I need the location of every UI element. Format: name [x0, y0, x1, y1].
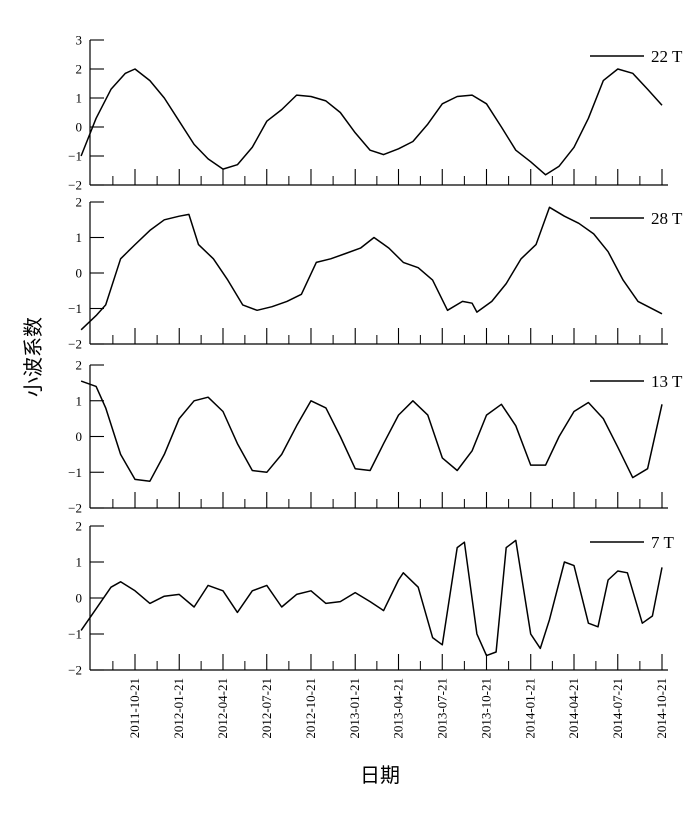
x-tick-label: 2014-10-21 [654, 678, 669, 739]
y-tick-label: −1 [68, 465, 82, 480]
y-tick-label: 0 [76, 429, 83, 444]
x-tick-label: 2012-10-21 [303, 678, 318, 739]
y-tick-label: −1 [68, 627, 82, 642]
y-tick-label: 0 [76, 591, 83, 606]
y-tick-label: 1 [76, 393, 83, 408]
y-tick-label: 0 [76, 120, 83, 135]
legend-label: 28 T [651, 209, 683, 228]
x-axis-title: 日期 [360, 765, 400, 787]
legend-label: 7 T [651, 533, 674, 552]
series-line [80, 380, 663, 482]
y-tick-label: −1 [68, 301, 82, 316]
x-tick-label: 2013-01-21 [347, 678, 362, 739]
x-tick-label: 2013-10-21 [479, 678, 494, 739]
x-tick-label: 2012-07-21 [259, 678, 274, 739]
x-tick-label: 2011-10-21 [127, 678, 142, 738]
y-tick-label: 1 [76, 555, 83, 570]
x-tick-label: 2013-04-21 [391, 678, 406, 739]
x-tick-label: 2014-04-21 [566, 678, 581, 739]
y-tick-label: 2 [76, 62, 83, 77]
y-tick-label: 3 [76, 33, 83, 48]
y-tick-label: −2 [68, 337, 82, 352]
series-line [80, 539, 663, 657]
y-tick-label: 2 [76, 519, 83, 534]
y-tick-label: 0 [76, 266, 83, 281]
y-tick-label: −2 [68, 178, 82, 193]
y-tick-label: 1 [76, 230, 83, 245]
panel-1: −2 −1 0 1 2 3 22 T [68, 33, 683, 193]
x-tick-label: 2012-04-21 [215, 678, 230, 739]
series-line [80, 206, 663, 331]
y-tick-label: 2 [76, 195, 83, 210]
y-tick-label: −2 [68, 501, 82, 516]
y-axis-title: 小波系数 [22, 317, 45, 397]
x-tick-label: 2013-07-21 [434, 678, 449, 739]
panel-2: −2 −1 0 1 2 28 T [68, 195, 683, 352]
legend-label: 22 T [651, 47, 683, 66]
x-tick-label: 2014-01-21 [523, 678, 538, 739]
panel-3: −2 −1 0 1 2 13 T [68, 358, 683, 516]
x-tick-label: 2012-01-21 [171, 678, 186, 739]
y-tick-label: 2 [76, 358, 83, 373]
legend-label: 13 T [651, 372, 683, 391]
y-tick-label: 1 [76, 91, 83, 106]
x-tick-label: 2014-07-21 [610, 678, 625, 739]
y-tick-label: −1 [68, 149, 82, 164]
series-line [80, 68, 663, 176]
panel-4: −2 −1 0 1 2 7 T [68, 519, 674, 678]
y-tick-label: −2 [68, 663, 82, 678]
